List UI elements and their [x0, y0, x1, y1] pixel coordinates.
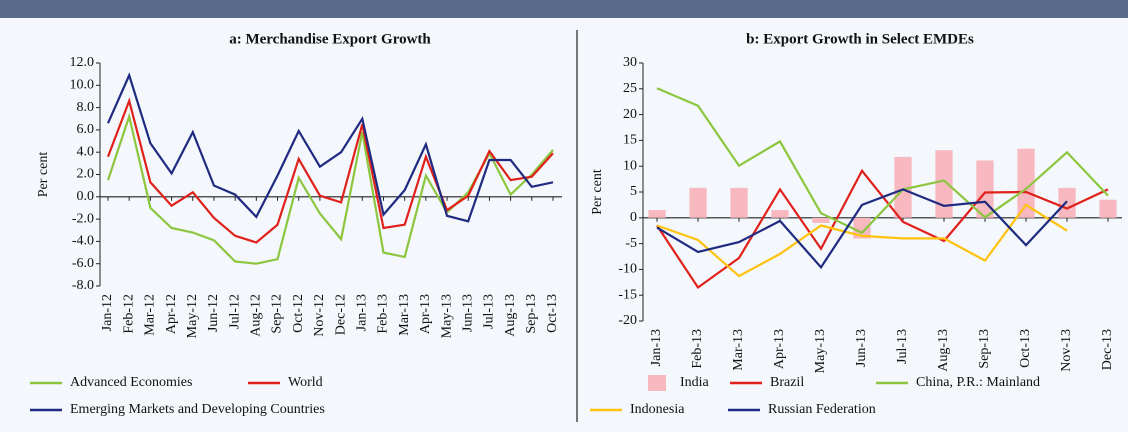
x-tick-label: Mar-12 [143, 294, 158, 336]
legend-label: Brazil [770, 375, 804, 390]
y-tick-label: 12.0 [70, 55, 95, 70]
x-tick-label: Mar-13 [397, 294, 412, 336]
y-tick-label: 20 [623, 107, 637, 122]
bar [812, 217, 830, 223]
bar [1099, 199, 1117, 218]
y-tick-label: -2.0 [72, 211, 94, 226]
bar [1017, 148, 1035, 218]
x-tick-label: Dec-13 [1100, 329, 1115, 370]
legend-label: World [288, 375, 323, 390]
y-tick-label: 0.0 [77, 189, 95, 204]
x-tick-label: Oct-13 [545, 294, 560, 333]
x-tick-label: Feb-13 [376, 294, 391, 334]
legend-label: Advanced Economies [70, 375, 192, 390]
legend-label: India [680, 375, 710, 390]
y-tick-label: -15 [618, 287, 637, 302]
x-tick-label: Mar-13 [731, 329, 746, 371]
y-tick-label: -20 [618, 313, 637, 328]
header-bar [0, 0, 1128, 18]
y-tick-label: 25 [623, 81, 637, 96]
series-line [106, 72, 554, 223]
y-tick-label: 4.0 [77, 144, 95, 159]
bar [976, 160, 994, 218]
y-tick-label: -10 [618, 262, 637, 277]
bar [648, 210, 666, 218]
y-tick-label: 2.0 [77, 167, 95, 182]
x-tick-label: Jul-12 [227, 294, 242, 329]
chart-title: b: Export Growth in Select EMDEs [746, 31, 974, 47]
series-line [656, 203, 1068, 278]
y-tick-label: 6.0 [77, 122, 95, 137]
series-line [106, 112, 554, 265]
y-tick-label: 15 [623, 133, 637, 148]
x-tick-label: Nov-12 [312, 294, 327, 337]
x-tick-label: Feb-12 [121, 294, 136, 334]
x-tick-label: Aug-13 [503, 294, 518, 337]
x-tick-label: Jul-13 [895, 329, 910, 364]
x-tick-label: Sep-12 [270, 294, 285, 334]
x-tick-label: Sep-13 [524, 294, 539, 334]
y-tick-label: -8.0 [72, 278, 94, 293]
y-axis-label: Per cent [36, 152, 51, 198]
x-tick-label: Nov-13 [1059, 329, 1074, 372]
y-tick-label: -5 [625, 236, 637, 251]
x-tick-label: Jan-13 [355, 294, 370, 331]
bar [894, 156, 912, 218]
legend-swatch [648, 375, 666, 391]
series-line [656, 188, 1068, 270]
x-tick-label: Aug-13 [936, 329, 951, 372]
y-tick-label: 5 [630, 184, 637, 199]
x-tick-label: Apr-13 [772, 329, 787, 369]
legend-label: Russian Federation [768, 402, 876, 417]
x-tick-label: Dec-12 [333, 294, 348, 335]
y-tick-label: 10.0 [70, 78, 95, 93]
x-tick-label: Oct-12 [291, 294, 306, 333]
y-tick-label: 10 [623, 158, 637, 173]
x-tick-label: May-13 [439, 294, 454, 338]
x-tick-label: Jun-12 [206, 294, 221, 332]
x-tick-label: Aug-12 [249, 294, 264, 337]
x-tick-label: Jul-13 [482, 294, 497, 329]
bar [730, 187, 748, 218]
y-tick-label: -6.0 [72, 256, 94, 271]
bar [689, 187, 707, 218]
x-tick-label: Apr-12 [164, 294, 179, 334]
x-tick-label: Sep-13 [977, 329, 992, 369]
legend-label: China, P.R.: Mainland [916, 375, 1040, 390]
x-tick-label: Apr-13 [418, 294, 433, 334]
legend-label: Indonesia [630, 402, 685, 417]
bar [853, 217, 871, 239]
series-line [106, 97, 554, 244]
x-tick-label: Jun-13 [460, 294, 475, 332]
x-tick-label: Jan-13 [649, 329, 664, 366]
x-tick-label: Feb-13 [690, 329, 705, 369]
x-tick-label: Jun-13 [854, 329, 869, 367]
y-axis-label: Per cent [590, 169, 605, 215]
bar [935, 150, 953, 218]
chart-title: a: Merchandise Export Growth [229, 31, 431, 47]
series-line [656, 87, 1109, 235]
y-tick-label: 8.0 [77, 100, 95, 115]
x-tick-label: Oct-13 [1018, 329, 1033, 368]
y-tick-label: 30 [623, 55, 637, 70]
x-tick-label: Jan-12 [100, 294, 115, 331]
y-tick-label: 0 [630, 210, 637, 225]
x-tick-label: May-12 [185, 294, 200, 338]
legend-label: Emerging Markets and Developing Countrie… [70, 402, 325, 417]
y-tick-label: -4.0 [72, 234, 94, 249]
x-tick-label: May-13 [813, 329, 828, 373]
bar [771, 210, 789, 218]
